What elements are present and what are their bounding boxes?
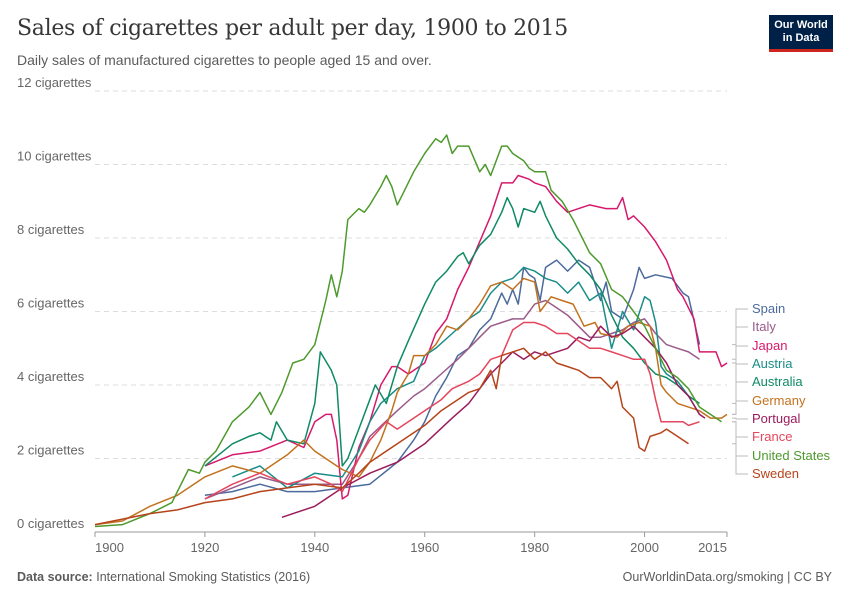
legend-connector <box>732 443 748 475</box>
legend-connector <box>732 417 748 420</box>
series-line-australia <box>204 196 700 467</box>
source-link[interactable]: International Smoking Statistics (2016) <box>96 570 311 584</box>
x-tick-label: 1900 <box>95 540 124 555</box>
legend-label-australia[interactable]: Australia <box>752 374 803 389</box>
legend-label-austria[interactable]: Austria <box>752 356 793 371</box>
x-tick-label: 1920 <box>190 540 219 555</box>
x-tick-label: 1940 <box>300 540 329 555</box>
legend-label-germany[interactable]: Germany <box>752 393 806 408</box>
legend-label-sweden[interactable]: Sweden <box>752 466 799 481</box>
data-source: Data source: International Smoking Stati… <box>17 570 310 584</box>
legend-connector <box>732 381 748 404</box>
source-label: Data source: <box>17 570 93 584</box>
x-tick-label: 1980 <box>520 540 549 555</box>
legend-label-italy[interactable]: Italy <box>752 319 776 334</box>
series-line-united-states <box>94 134 722 528</box>
y-tick-label: 6 cigarettes <box>17 296 85 311</box>
series-line-italy <box>204 299 700 500</box>
y-tick-label: 4 cigarettes <box>17 369 85 384</box>
x-tick-label: 2000 <box>630 540 659 555</box>
chart-title: Sales of cigarettes per adult per day, 1… <box>17 16 568 41</box>
legend-connector <box>732 345 748 364</box>
footer-link[interactable]: OurWorldinData.org/smoking | CC BY <box>622 570 832 584</box>
series-line-austria <box>232 266 701 489</box>
y-tick-label: 8 cigarettes <box>17 222 85 237</box>
legend-label-france[interactable]: France <box>752 429 792 444</box>
legend-connector <box>732 421 748 457</box>
legend-connector <box>732 363 748 415</box>
y-tick-label: 0 cigarettes <box>17 516 85 531</box>
x-tick-label: 2015 <box>698 540 727 555</box>
legend-connector <box>732 400 748 415</box>
legend-label-spain[interactable]: Spain <box>752 301 785 316</box>
series-line-germany <box>94 277 728 526</box>
owid-logo[interactable]: Our World in Data <box>769 15 833 52</box>
y-tick-label: 2 cigarettes <box>17 443 85 458</box>
x-tick-label: 1960 <box>410 540 439 555</box>
legend-label-united-states[interactable]: United States <box>752 448 831 463</box>
legend-connector <box>732 421 748 438</box>
legend-label-portugal[interactable]: Portugal <box>752 411 801 426</box>
series-line-sweden <box>94 347 689 526</box>
legend-connector <box>732 326 748 360</box>
y-tick-label: 12 cigarettes <box>17 75 92 90</box>
series-line-portugal <box>281 325 706 519</box>
series-line-japan <box>204 174 728 500</box>
chart-subtitle: Daily sales of manufactured cigarettes t… <box>17 52 432 68</box>
y-tick-label: 10 cigarettes <box>17 149 92 164</box>
legend-label-japan[interactable]: Japan <box>752 338 787 353</box>
